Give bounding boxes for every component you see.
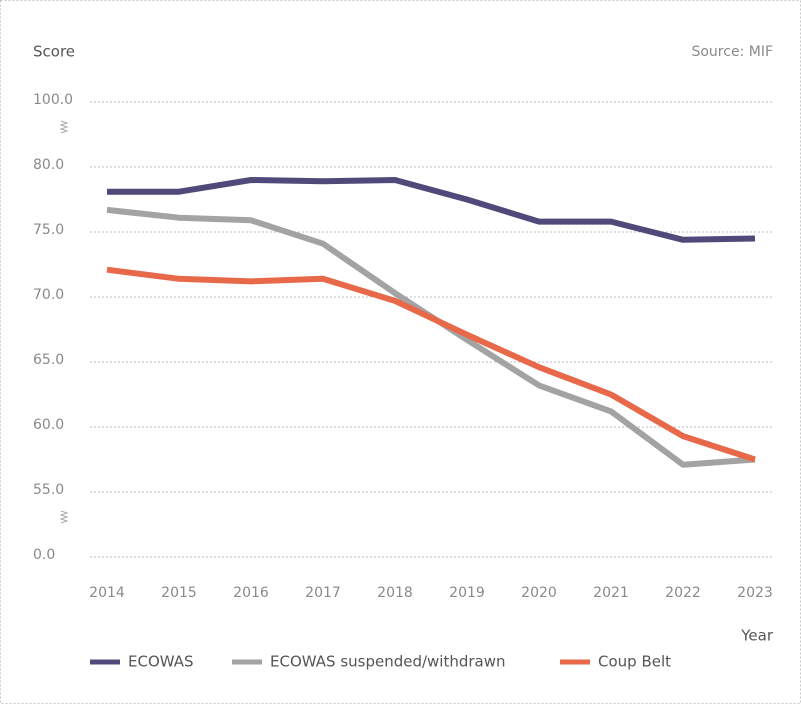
x-tick-label: 2019: [449, 585, 485, 601]
line: [107, 177, 756, 243]
x-tick-label: 2016: [233, 585, 269, 601]
y-tick-label: 80.0: [33, 157, 64, 173]
legend-label: ECOWAS: [128, 653, 194, 671]
y-tick-label: 75.0: [33, 222, 64, 238]
source: Source: MIF: [691, 44, 773, 60]
x-tick-label: 2017: [305, 585, 341, 601]
x-tick-label: 2023: [737, 585, 773, 601]
line: [106, 206, 756, 468]
x-axis-label: Year: [740, 627, 774, 645]
legend-label: ECOWAS suspended/withdrawn: [270, 653, 506, 671]
axis-break: [59, 120, 69, 524]
y-tick-label: 65.0: [33, 352, 64, 368]
line: [106, 266, 756, 463]
y-tick-label: 55.0: [33, 482, 64, 498]
y-tick-label: 100.0: [33, 92, 73, 108]
x-tick-label: 2018: [377, 585, 413, 601]
x-tick-label: 2014: [89, 585, 125, 601]
x-tick-label: 2021: [593, 585, 629, 601]
x-tick-label: 2020: [521, 585, 557, 601]
legend-label: Coup Belt: [598, 653, 671, 671]
x-tick-label: 2022: [665, 585, 701, 601]
y-tick-label: 60.0: [33, 417, 64, 433]
y-axis-label: Score: [33, 43, 75, 61]
y-tick-label: 70.0: [33, 287, 64, 303]
y-tick-label: 0.0: [33, 547, 55, 563]
x-tick-label: 2015: [161, 585, 197, 601]
